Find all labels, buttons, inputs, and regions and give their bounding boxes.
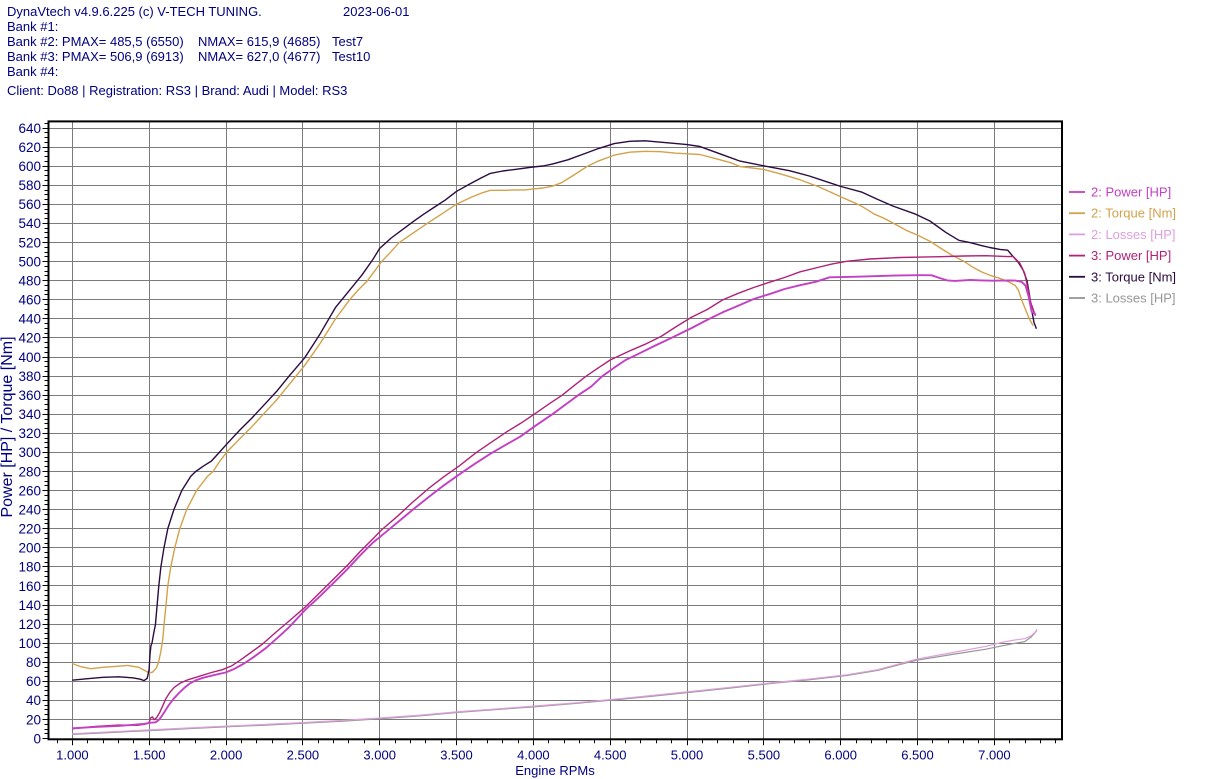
svg-text:3: Torque [Nm]: 3: Torque [Nm] bbox=[1091, 269, 1176, 284]
svg-text:500: 500 bbox=[18, 254, 41, 269]
svg-text:2: Power [HP]: 2: Power [HP] bbox=[1091, 185, 1171, 200]
svg-text:3: Power [HP]: 3: Power [HP] bbox=[1091, 248, 1171, 263]
svg-text:580: 580 bbox=[18, 178, 41, 193]
svg-text:4.500: 4.500 bbox=[594, 748, 627, 763]
svg-text:220: 220 bbox=[18, 522, 41, 537]
svg-text:460: 460 bbox=[18, 293, 41, 308]
svg-text:2.500: 2.500 bbox=[287, 748, 320, 763]
svg-text:3.000: 3.000 bbox=[363, 748, 396, 763]
svg-text:Power [HP] / Torque [Nm]: Power [HP] / Torque [Nm] bbox=[0, 336, 16, 517]
svg-text:300: 300 bbox=[18, 445, 41, 460]
svg-text:280: 280 bbox=[18, 464, 41, 479]
svg-text:60: 60 bbox=[26, 674, 41, 689]
svg-text:5.500: 5.500 bbox=[748, 748, 781, 763]
svg-text:240: 240 bbox=[18, 502, 41, 517]
svg-text:620: 620 bbox=[18, 140, 41, 155]
svg-text:2: Losses [HP]: 2: Losses [HP] bbox=[1091, 227, 1176, 242]
svg-text:40: 40 bbox=[26, 693, 41, 708]
svg-text:7.000: 7.000 bbox=[978, 748, 1011, 763]
svg-text:1.500: 1.500 bbox=[133, 748, 166, 763]
svg-text:2: Torque [Nm]: 2: Torque [Nm] bbox=[1091, 206, 1176, 221]
svg-text:120: 120 bbox=[18, 617, 41, 632]
svg-text:6.000: 6.000 bbox=[824, 748, 857, 763]
svg-text:640: 640 bbox=[18, 121, 41, 136]
svg-text:100: 100 bbox=[18, 636, 41, 651]
svg-text:160: 160 bbox=[18, 579, 41, 594]
svg-text:3.500: 3.500 bbox=[440, 748, 473, 763]
svg-text:600: 600 bbox=[18, 159, 41, 174]
svg-text:0: 0 bbox=[33, 731, 41, 746]
svg-text:320: 320 bbox=[18, 426, 41, 441]
svg-text:3: Losses [HP]: 3: Losses [HP] bbox=[1091, 291, 1176, 306]
svg-text:5.000: 5.000 bbox=[671, 748, 704, 763]
svg-text:440: 440 bbox=[18, 312, 41, 327]
svg-text:400: 400 bbox=[18, 350, 41, 365]
svg-text:Engine RPMs: Engine RPMs bbox=[515, 763, 595, 778]
svg-text:480: 480 bbox=[18, 274, 41, 289]
svg-text:360: 360 bbox=[18, 388, 41, 403]
svg-text:20: 20 bbox=[26, 712, 41, 727]
svg-text:1.000: 1.000 bbox=[56, 748, 89, 763]
svg-text:560: 560 bbox=[18, 197, 41, 212]
svg-text:380: 380 bbox=[18, 369, 41, 384]
svg-text:4.000: 4.000 bbox=[517, 748, 550, 763]
svg-text:80: 80 bbox=[26, 655, 41, 670]
svg-text:260: 260 bbox=[18, 483, 41, 498]
svg-text:180: 180 bbox=[18, 560, 41, 575]
svg-text:140: 140 bbox=[18, 598, 41, 613]
svg-text:340: 340 bbox=[18, 407, 41, 422]
svg-text:420: 420 bbox=[18, 331, 41, 346]
svg-text:6.500: 6.500 bbox=[901, 748, 934, 763]
svg-text:520: 520 bbox=[18, 235, 41, 250]
svg-text:200: 200 bbox=[18, 541, 41, 556]
svg-text:2.000: 2.000 bbox=[210, 748, 243, 763]
svg-text:540: 540 bbox=[18, 216, 41, 231]
